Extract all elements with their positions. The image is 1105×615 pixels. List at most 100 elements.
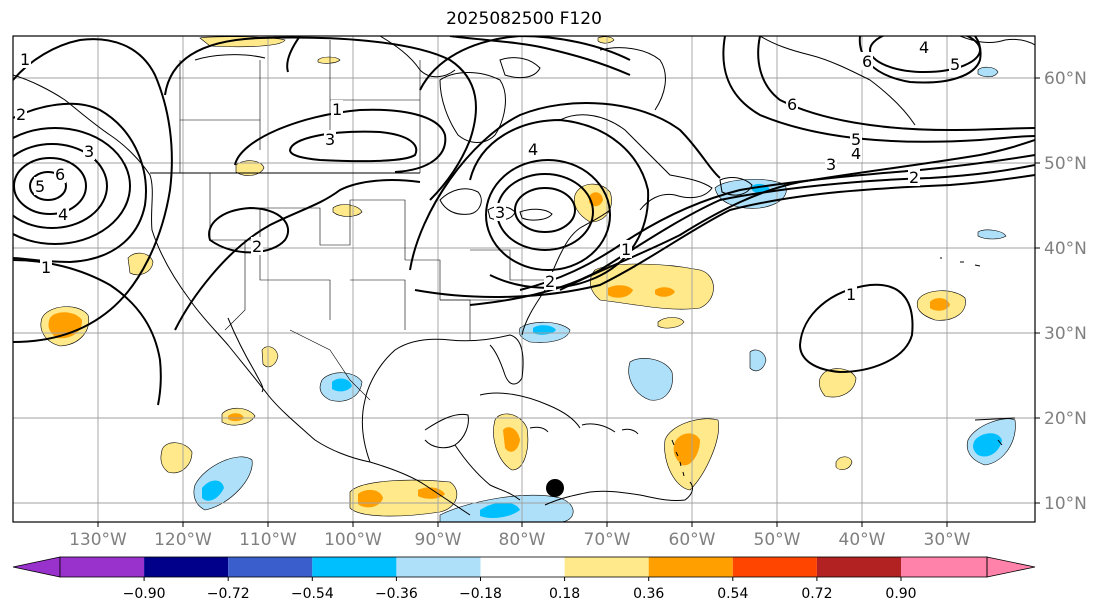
- contour-label: 5: [949, 55, 961, 74]
- anomaly-blob: [228, 413, 244, 422]
- svg-text:3: 3: [495, 203, 505, 222]
- contour-line: [13, 127, 131, 245]
- contour-line: [286, 36, 301, 73]
- contour-label: 2: [15, 105, 27, 124]
- contour-label: 6: [861, 52, 873, 71]
- contour-line: [757, 36, 1035, 132]
- anomaly-blob: [835, 456, 853, 471]
- contour-line: [13, 157, 87, 215]
- contour-label: 1: [19, 50, 31, 69]
- contour-label: 6: [54, 165, 66, 184]
- lon-tick-label: 100°W: [324, 530, 382, 550]
- anomaly-blob: [657, 317, 685, 329]
- colorbar-bin: [144, 557, 229, 577]
- anomaly-shading: [40, 36, 1016, 522]
- contour-line: [13, 143, 108, 229]
- map-frame: [12, 35, 1036, 523]
- colorbar-tick-label: −0.72: [207, 586, 250, 602]
- contour-label: 5: [34, 177, 46, 196]
- anomaly-blob: [930, 298, 950, 311]
- contour-label: 4: [57, 205, 69, 224]
- anomaly-blob: [202, 480, 224, 501]
- contour-label: 2: [908, 168, 920, 187]
- svg-text:3: 3: [826, 155, 836, 174]
- contour-label: 3: [83, 142, 95, 161]
- anomaly-blob: [973, 433, 1002, 457]
- contour-line: [798, 283, 914, 374]
- svg-text:6: 6: [787, 95, 797, 114]
- colorbar-extend-high: [986, 556, 1036, 578]
- svg-text:5: 5: [35, 177, 45, 196]
- lon-tick-label: 50°W: [754, 530, 801, 550]
- anomaly-blob: [160, 442, 193, 474]
- colorbar-tick-label: 0.18: [549, 586, 580, 602]
- svg-text:3: 3: [325, 130, 335, 149]
- colorbar-extend-low: [12, 556, 61, 578]
- colorbar-tick-label: 0.72: [801, 586, 832, 602]
- colorbar-bin: [396, 557, 481, 577]
- svg-text:5: 5: [950, 55, 960, 74]
- contour-label: 1: [40, 258, 52, 277]
- anomaly-blob: [597, 36, 615, 44]
- contour-line: [514, 187, 576, 233]
- map-title: 2025082500 F120: [446, 9, 602, 29]
- contour-label: 5: [850, 130, 862, 149]
- colorbar-bin: [901, 557, 987, 577]
- anomaly-blob: [819, 368, 857, 398]
- colorbar-tick-label: −0.18: [459, 586, 502, 602]
- contour-line: [485, 159, 611, 271]
- lon-tick-label: 130°W: [69, 530, 127, 550]
- colorbar-tick-label: 0.36: [633, 586, 664, 602]
- anomaly-blob: [235, 160, 265, 176]
- lon-tick-label: 60°W: [669, 530, 716, 550]
- contours: [13, 36, 1035, 406]
- lon-tick-label: 70°W: [584, 530, 631, 550]
- contour-label: 1: [845, 285, 857, 304]
- svg-text:2: 2: [252, 237, 262, 256]
- contour-line: [164, 36, 477, 201]
- contour-label: 3: [324, 130, 336, 149]
- contour-labels: 1 2 3 4 5 6 2 3 4 1 3 2 1 1 2 3 4 5 6 6 …: [15, 38, 961, 304]
- anomaly-blob: [749, 349, 767, 372]
- contour-line: [519, 154, 1035, 291]
- svg-text:4: 4: [919, 38, 929, 57]
- anomaly-blob: [332, 378, 352, 392]
- anomaly-blob: [332, 204, 363, 217]
- svg-text:1: 1: [41, 258, 51, 277]
- svg-text:3: 3: [84, 142, 94, 161]
- contour-line: [13, 259, 162, 406]
- axis-ticks: [97, 77, 1040, 527]
- anomaly-blob: [977, 229, 1007, 240]
- anomaly-blob: [199, 36, 286, 48]
- colorbar-bin: [60, 557, 145, 577]
- svg-text:1: 1: [621, 240, 631, 259]
- anomaly-blob: [977, 66, 999, 78]
- svg-text:1: 1: [332, 100, 342, 119]
- lon-tick-label: 80°W: [499, 530, 546, 550]
- lon-tick-label: 30°W: [924, 530, 971, 550]
- anomaly-blob: [655, 287, 675, 297]
- contour-label: 4: [850, 144, 862, 163]
- contour-label: 3: [494, 203, 506, 222]
- contour-line: [469, 164, 1035, 306]
- svg-text:2: 2: [909, 168, 919, 187]
- colorbar-bin: [816, 557, 901, 577]
- colorbar-bin: [564, 557, 649, 577]
- contour-line: [13, 102, 147, 264]
- storm-position-dot: [546, 479, 564, 497]
- contour-line: [449, 36, 631, 76]
- lat-tick-label: 30°N: [1044, 324, 1087, 344]
- anomaly-blob: [673, 433, 700, 466]
- anomaly-blob: [608, 285, 633, 298]
- colorbar-bin: [480, 557, 565, 577]
- svg-text:1: 1: [846, 285, 856, 304]
- contour-line: [29, 171, 67, 201]
- svg-text:1: 1: [20, 50, 30, 69]
- contour-label: 1: [620, 240, 632, 259]
- svg-text:5: 5: [851, 130, 861, 149]
- contour-label: 4: [918, 38, 930, 57]
- contour-line: [208, 206, 290, 254]
- colorbar-bin: [648, 557, 733, 577]
- political-borders: [179, 40, 545, 401]
